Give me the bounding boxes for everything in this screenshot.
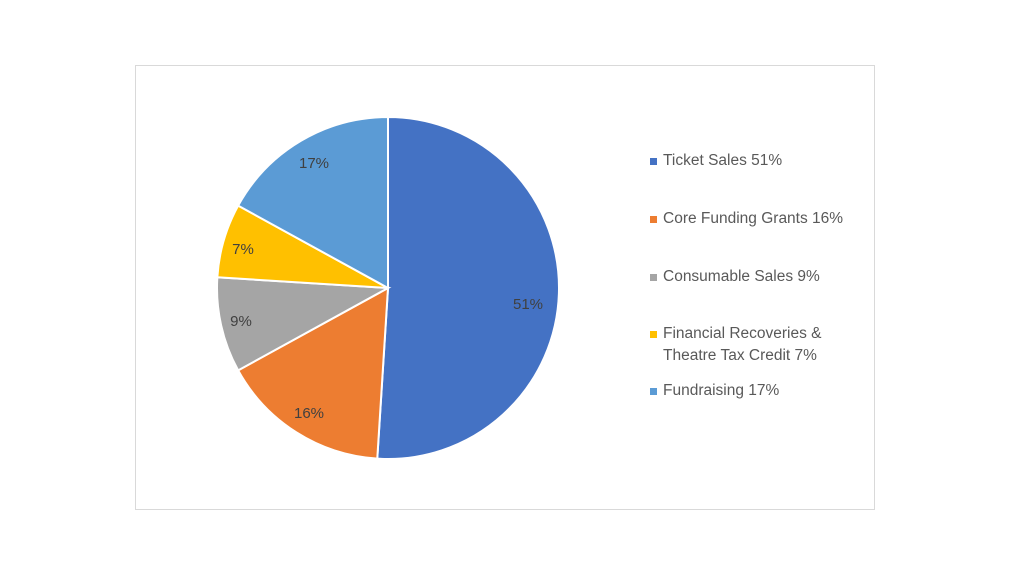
legend-label: Ticket Sales 51% [663,152,783,169]
legend-label: Financial Recoveries & [663,325,822,342]
legend-swatch-icon [650,158,657,165]
pie-slice-consumable-sales [216,276,392,372]
legend-item-core-funding: Core Funding Grants 16% [650,208,843,230]
pie-slice-core-funding [236,286,390,460]
data-label-consumable-sales: 9% [230,313,252,330]
pie-slice-fundraising [236,115,389,290]
legend-item-ticket-sales: Ticket Sales 51% [650,150,782,172]
legend-label-line2: Theatre Tax Credit 7% [663,347,817,364]
legend-label: Fundraising 17% [663,382,780,399]
legend-label: Consumable Sales 9% [663,268,820,285]
legend-swatch-icon [650,388,657,395]
data-label-financial-recoveries: 7% [232,241,254,258]
legend-swatch-icon [650,331,657,338]
legend-item-fundraising: Fundraising 17% [650,380,779,402]
pie-slice-ticket-sales [376,115,560,460]
data-label-fundraising: 17% [299,155,329,172]
data-label-core-funding: 16% [294,405,324,422]
chart-frame: 51% 16% 9% 7% 17% Ticket Sales 51% Core … [135,65,875,510]
legend-swatch-icon [650,274,657,281]
legend-label: Core Funding Grants 16% [663,210,844,227]
legend-swatch-icon [650,216,657,223]
data-label-ticket-sales: 51% [513,296,543,313]
legend-item-consumable-sales: Consumable Sales 9% [650,266,820,288]
legend-item-financial-recoveries: Financial Recoveries & Theatre Tax Credi… [650,323,822,367]
